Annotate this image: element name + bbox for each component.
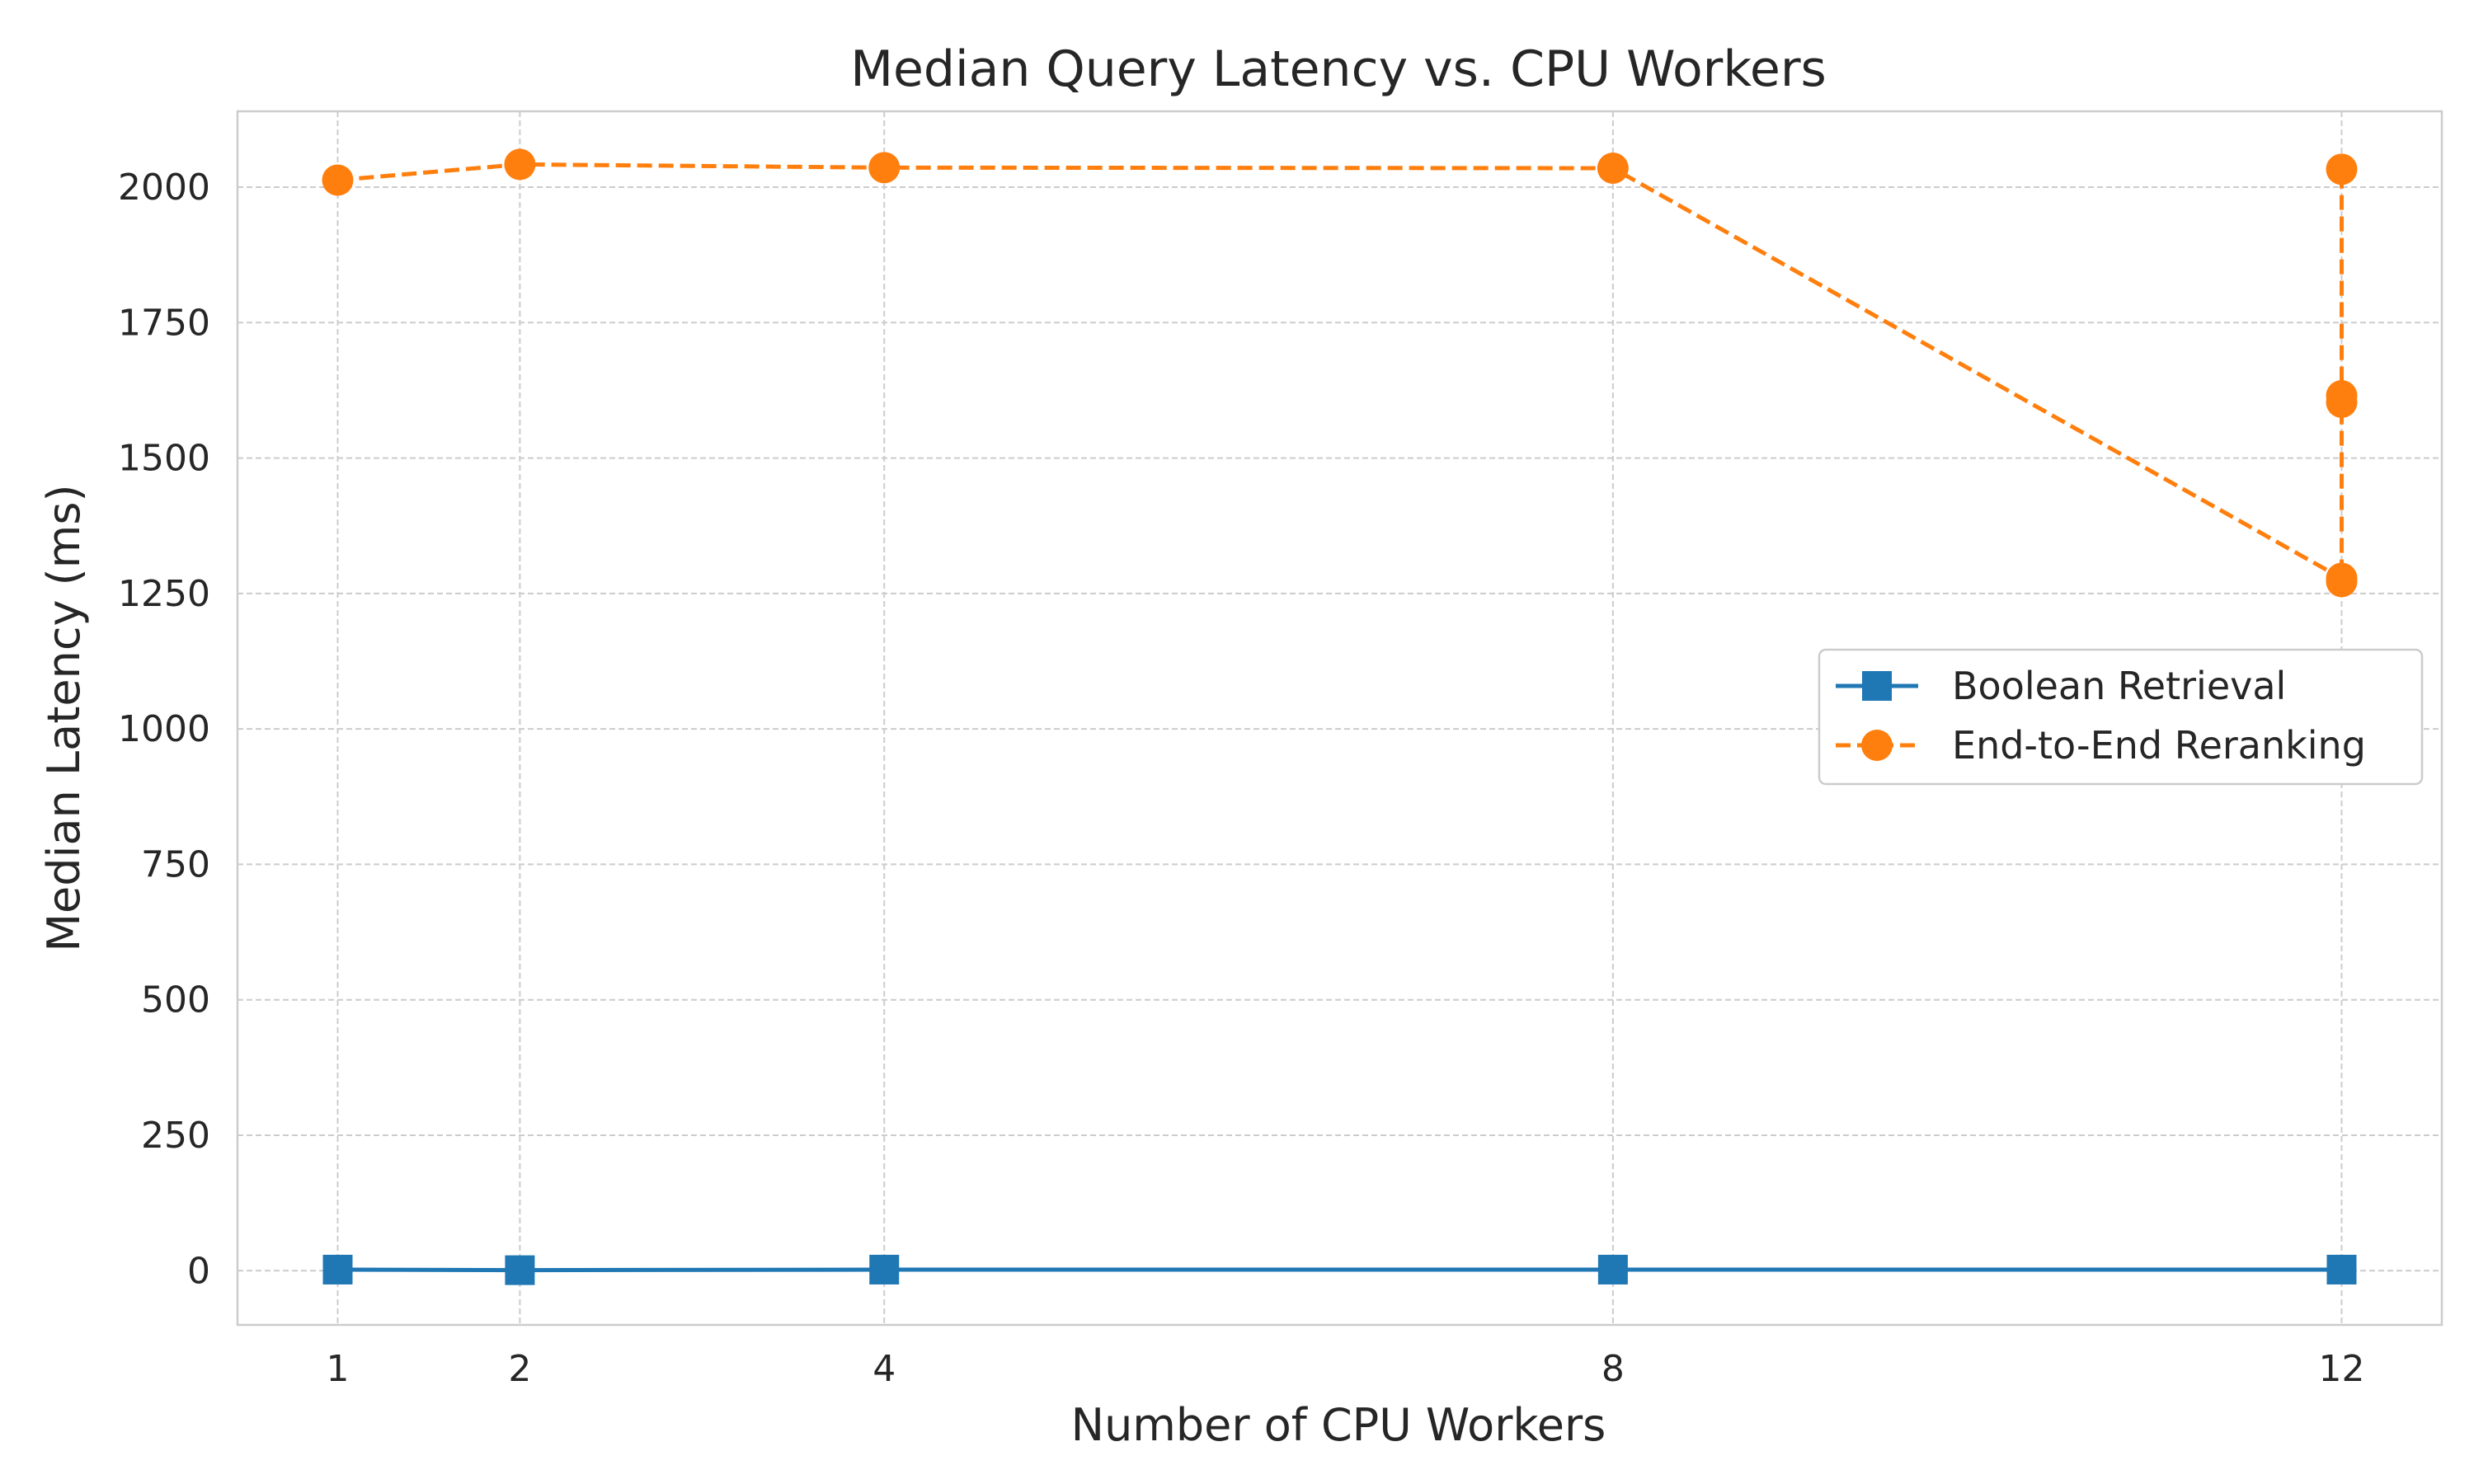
y-tick-label: 1250 xyxy=(118,573,210,615)
y-tick-label: 500 xyxy=(141,979,210,1021)
data-point xyxy=(1597,1254,1628,1284)
data-point xyxy=(2326,380,2358,411)
x-axis-label: Number of CPU Workers xyxy=(1071,1399,1606,1451)
chart-title: Median Query Latency vs. CPU Workers xyxy=(850,40,1827,98)
x-tick-label: 12 xyxy=(2319,1348,2365,1390)
data-point xyxy=(868,152,901,184)
x-tick-label: 8 xyxy=(1602,1348,1625,1390)
legend-label: Boolean Retrieval xyxy=(1952,664,2286,708)
y-tick-label: 1750 xyxy=(118,302,210,344)
data-point xyxy=(869,1254,900,1284)
data-point xyxy=(322,1254,353,1284)
data-point xyxy=(2326,153,2358,186)
y-tick-label: 2000 xyxy=(118,167,210,209)
legend-box xyxy=(1818,648,2424,786)
data-point xyxy=(504,148,536,181)
legend-marker xyxy=(1862,671,1892,701)
x-tick-labels: 1 2 4 8 12 xyxy=(327,1348,2365,1390)
data-point xyxy=(2326,1254,2357,1284)
series-boolean-retrieval xyxy=(322,1254,2357,1285)
y-tick-label: 250 xyxy=(141,1115,210,1157)
y-tick-label: 1000 xyxy=(118,708,210,750)
data-point xyxy=(322,164,354,196)
x-tick-label: 1 xyxy=(327,1348,350,1390)
data-point xyxy=(2326,566,2358,598)
x-tick-label: 2 xyxy=(508,1348,531,1390)
y-tick-labels: 0 250 500 750 1000 1250 1500 1750 2000 xyxy=(118,167,210,1292)
y-tick-label: 0 xyxy=(187,1250,210,1292)
data-point xyxy=(505,1255,535,1285)
legend-label: End-to-End Reranking xyxy=(1952,723,2366,768)
legend-marker xyxy=(1861,730,1893,761)
y-axis-label: Median Latency (ms) xyxy=(38,484,90,951)
y-tick-label: 1500 xyxy=(118,438,210,480)
series-layer xyxy=(322,148,2358,1285)
x-tick-label: 4 xyxy=(872,1348,896,1390)
legend: Boolean Retrieval End-to-End Reranking xyxy=(1818,648,2424,786)
plot-frame xyxy=(236,110,2443,1327)
series-end-to-end-reranking xyxy=(322,148,2358,598)
data-point xyxy=(1597,153,1629,184)
y-tick-label: 750 xyxy=(141,843,210,885)
legend-items: Boolean Retrieval End-to-End Reranking xyxy=(1836,664,2366,768)
